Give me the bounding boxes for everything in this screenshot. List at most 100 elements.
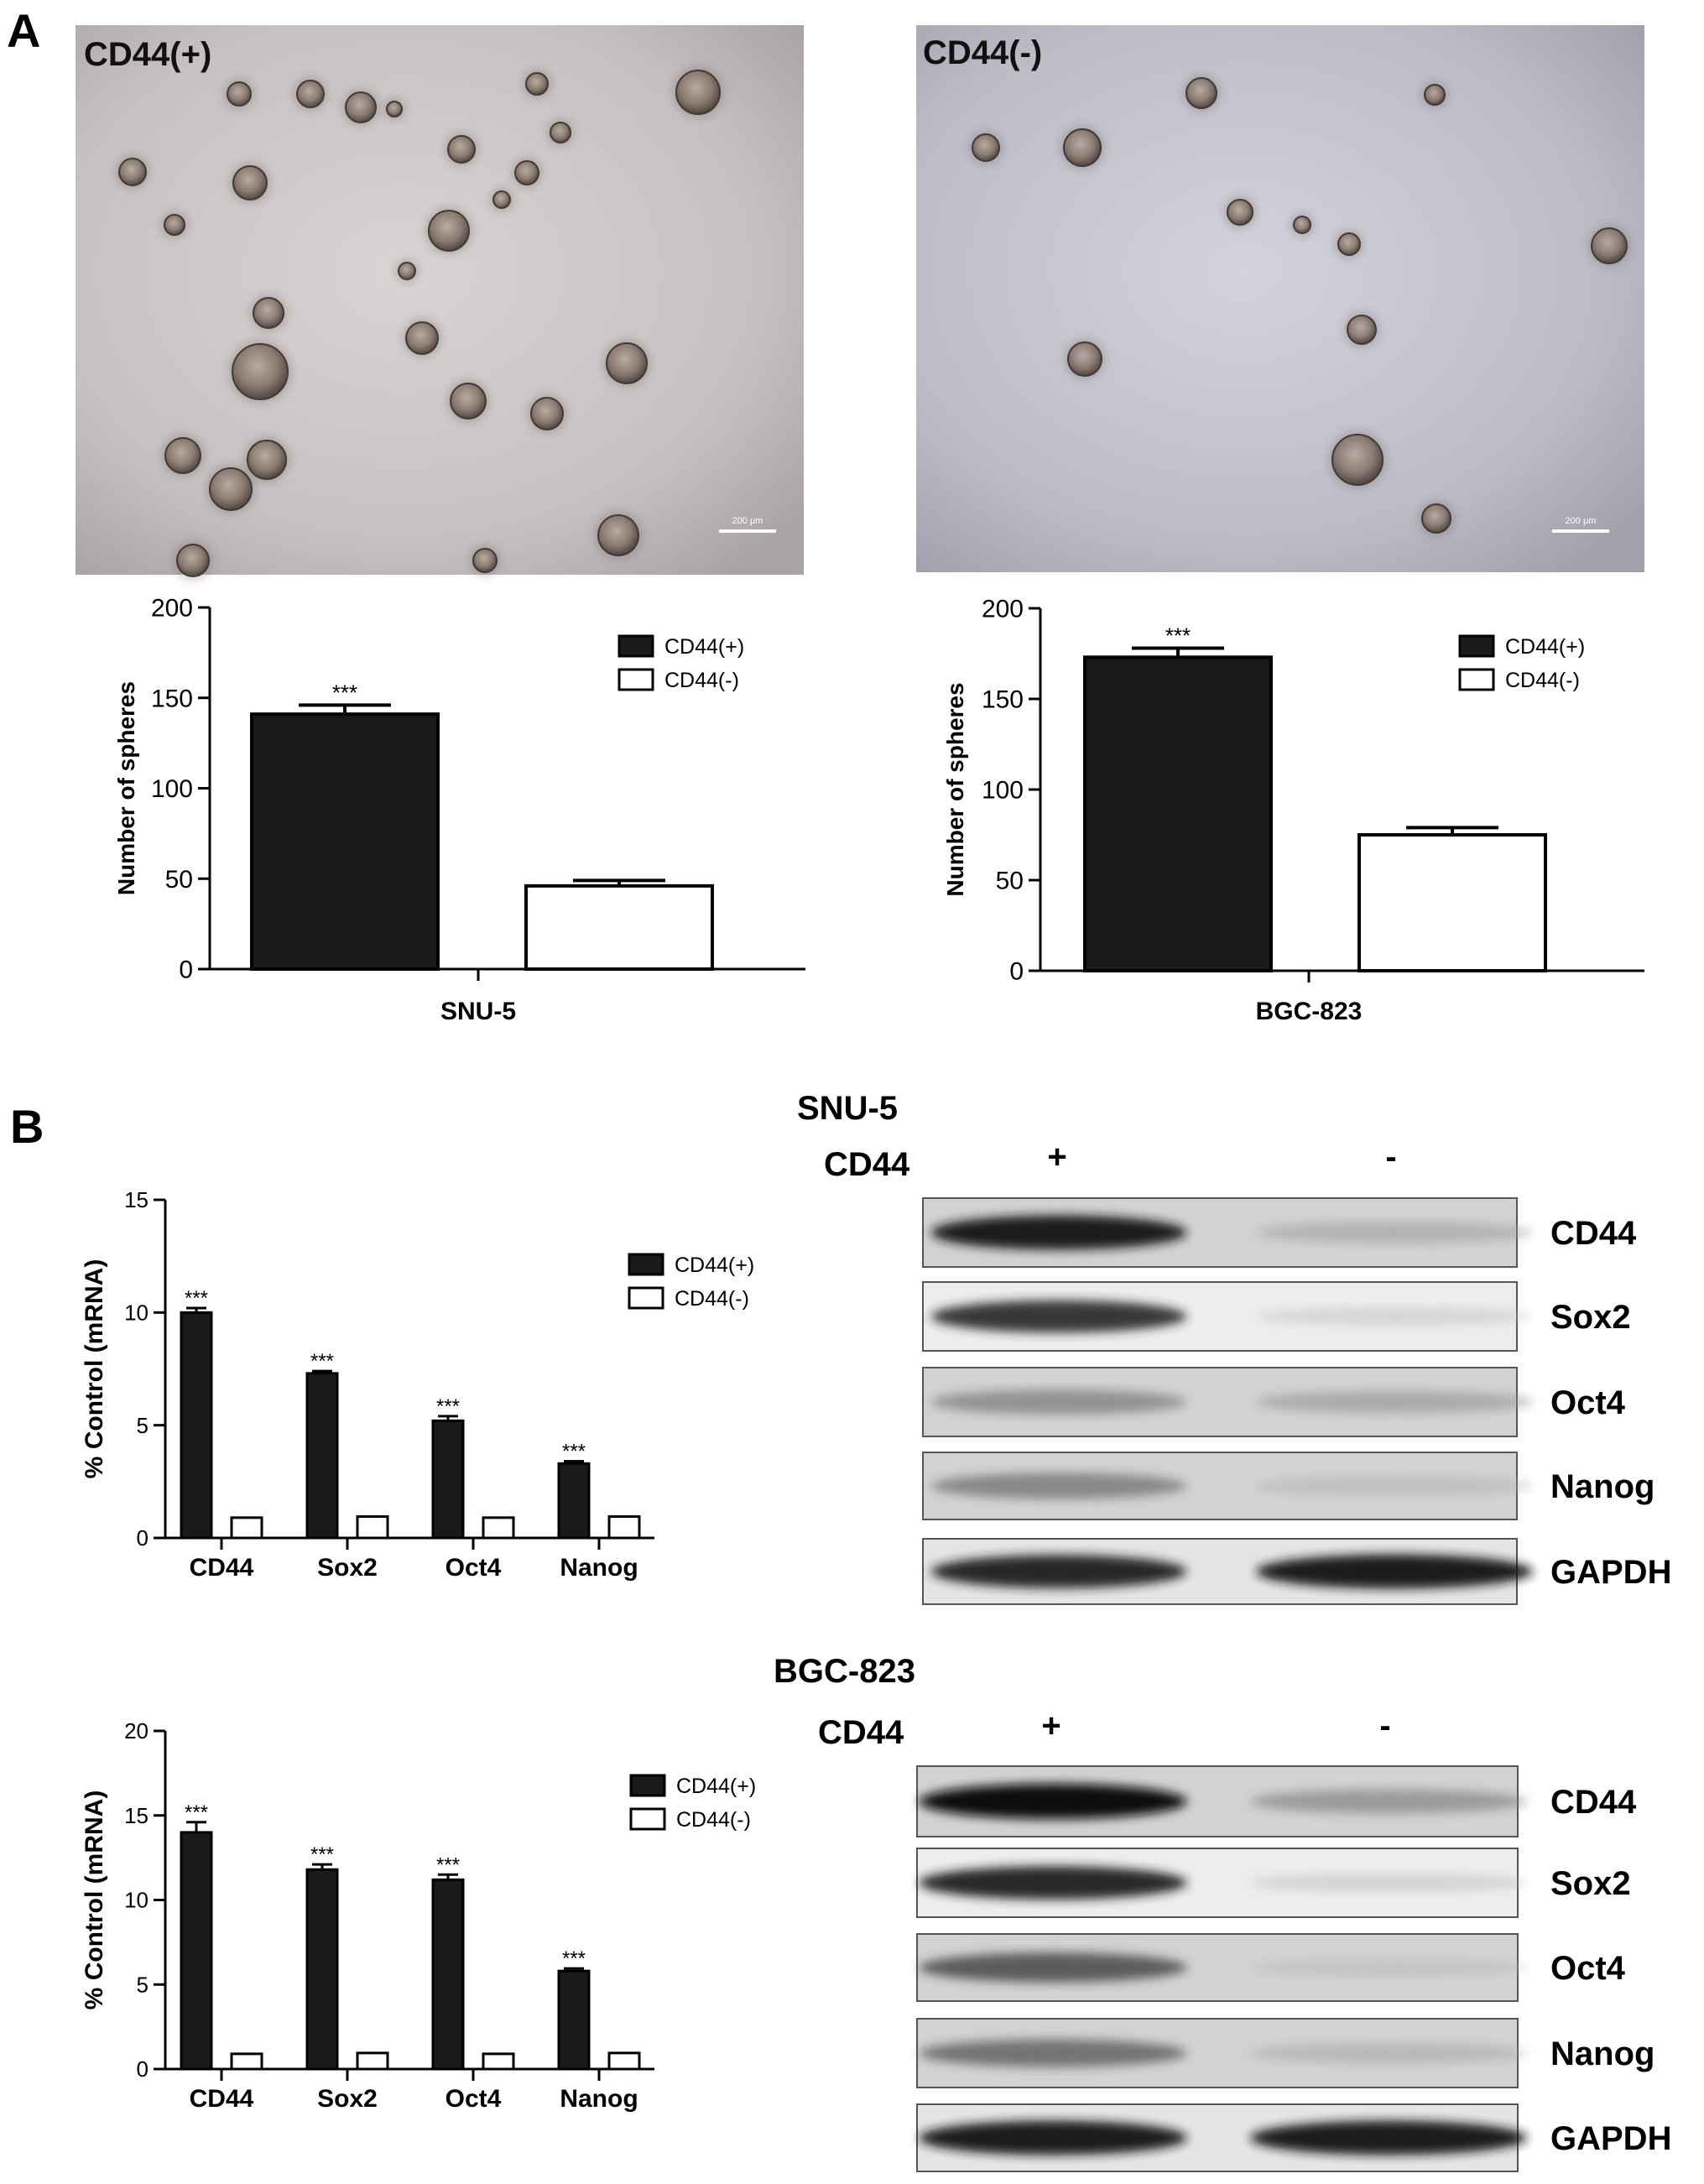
blot-cell-line: SNU-5 bbox=[797, 1090, 898, 1127]
blot-band bbox=[919, 1784, 1187, 1819]
legend-label: CD44(+) bbox=[664, 635, 744, 659]
sphere bbox=[514, 160, 539, 185]
micrograph-cd44-positive: CD44(+) 200 μm bbox=[76, 25, 804, 579]
bar bbox=[230, 1516, 263, 1540]
y-tick-label: 0 bbox=[137, 1525, 149, 1551]
mrna-chart-snu5: 0 5 10 15 % Control (mRNA) *** CD44 *** Sox2 *** O… bbox=[81, 1187, 754, 1582]
y-tick-label: 15 bbox=[124, 1803, 149, 1828]
legend-swatch bbox=[629, 1774, 666, 1797]
y-tick-label: 50 bbox=[996, 868, 1024, 895]
sphere bbox=[1186, 77, 1217, 109]
significance-label: *** bbox=[1165, 623, 1191, 649]
y-tick-label: 10 bbox=[124, 1300, 149, 1325]
sphere bbox=[118, 158, 147, 186]
y-tick-label: 10 bbox=[124, 1888, 149, 1913]
blot-band bbox=[930, 1300, 1187, 1333]
blot-band bbox=[1256, 1476, 1533, 1496]
blot-band bbox=[919, 1866, 1187, 1900]
bar bbox=[1357, 833, 1547, 972]
sphere bbox=[1347, 315, 1377, 345]
sphere bbox=[1063, 128, 1102, 167]
blot-protein-label: Oct4 bbox=[1550, 1950, 1626, 1987]
significance-label: *** bbox=[332, 680, 357, 705]
sphere bbox=[164, 214, 185, 236]
sphere bbox=[209, 467, 253, 511]
significance-label: *** bbox=[185, 1287, 208, 1310]
bar bbox=[305, 1868, 339, 2071]
y-tick-label: 100 bbox=[982, 777, 1024, 805]
significance-label: *** bbox=[310, 1843, 334, 1866]
sphere-cluster bbox=[970, 76, 1629, 535]
sphere bbox=[176, 544, 210, 577]
blot-lane-minus: - bbox=[1385, 1139, 1396, 1175]
blot-lane-header: CD44 bbox=[818, 1714, 904, 1751]
blot-band bbox=[1250, 1789, 1527, 1814]
bar bbox=[431, 1878, 465, 2071]
blot-band bbox=[930, 1215, 1187, 1250]
blot-protein-label: GAPDH bbox=[1550, 2120, 1671, 2157]
blot-lane-header: CD44 bbox=[824, 1146, 910, 1183]
sphere bbox=[227, 81, 252, 107]
legend-swatch bbox=[628, 1253, 664, 1276]
blot-band bbox=[1256, 1307, 1533, 1326]
x-tick-label: Oct4 bbox=[446, 2085, 502, 2113]
blot-band bbox=[1250, 1873, 1527, 1893]
bar bbox=[356, 1514, 389, 1540]
legend-label: CD44(-) bbox=[676, 1808, 751, 1832]
sphere bbox=[597, 514, 639, 556]
sphere bbox=[1591, 227, 1628, 264]
y-tick-label: 0 bbox=[1009, 958, 1024, 986]
sphere bbox=[972, 133, 1000, 162]
blot-band bbox=[919, 2039, 1187, 2067]
x-tick-label: Oct4 bbox=[446, 1554, 502, 1582]
sphere bbox=[405, 321, 439, 355]
sphere bbox=[1067, 341, 1102, 377]
micrograph-label: CD44(-) bbox=[923, 34, 1042, 71]
sphere bbox=[525, 72, 549, 96]
y-tick-label: 150 bbox=[151, 685, 193, 712]
sphere bbox=[428, 210, 470, 252]
legend-swatch bbox=[629, 1807, 666, 1831]
bar bbox=[230, 2052, 263, 2071]
sphere bbox=[1227, 199, 1253, 226]
western-blot-bgc823: BGC-823 CD44 + - CD44 Sox2 Oct4 Nanog GAPDH bbox=[774, 1653, 1671, 2172]
legend-label: CD44(-) bbox=[664, 669, 739, 692]
y-tick-label: 200 bbox=[982, 596, 1024, 623]
sphere bbox=[1421, 503, 1451, 534]
bar bbox=[482, 1516, 515, 1540]
sphere bbox=[472, 548, 498, 573]
legend-label: CD44(+) bbox=[675, 1254, 754, 1277]
bar bbox=[431, 1419, 465, 1540]
blot-protein-label: Oct4 bbox=[1550, 1384, 1626, 1421]
y-tick-label: 100 bbox=[151, 775, 193, 803]
blot-protein-label: Sox2 bbox=[1550, 1865, 1631, 1902]
significance-label: *** bbox=[562, 1947, 586, 1970]
bar bbox=[356, 2051, 389, 2071]
bar bbox=[180, 1831, 213, 2071]
sphere bbox=[164, 437, 201, 474]
y-tick-label: 200 bbox=[151, 595, 193, 623]
x-tick-label: Nanog bbox=[560, 1554, 638, 1582]
panel-letter-b: B bbox=[10, 1100, 44, 1153]
blot-protein-label: CD44 bbox=[1550, 1215, 1637, 1252]
sphere bbox=[447, 135, 476, 164]
legend-swatch bbox=[618, 634, 654, 658]
significance-label: *** bbox=[436, 1853, 460, 1876]
significance-label: *** bbox=[562, 1441, 586, 1463]
sphere-count-chart-snu5: 0 50 100 150 200 Number of spheres *** SNU-5 CD4… bbox=[113, 595, 805, 1025]
blot-band bbox=[930, 1389, 1187, 1415]
x-tick-label: Sox2 bbox=[317, 1554, 378, 1582]
bar bbox=[250, 712, 440, 972]
sphere bbox=[1337, 232, 1361, 256]
sphere bbox=[675, 70, 721, 115]
blot-band bbox=[1256, 1222, 1533, 1243]
panel-letter-a: A bbox=[7, 4, 40, 57]
blot-band bbox=[1256, 1554, 1533, 1589]
y-axis-label: Number of spheres bbox=[942, 682, 968, 896]
y-axis-label: % Control (mRNA) bbox=[81, 1790, 108, 2010]
bar bbox=[1083, 655, 1273, 972]
y-axis-label: Number of spheres bbox=[113, 681, 139, 895]
y-tick-label: 5 bbox=[137, 1972, 149, 1997]
y-tick-label: 0 bbox=[179, 956, 193, 984]
